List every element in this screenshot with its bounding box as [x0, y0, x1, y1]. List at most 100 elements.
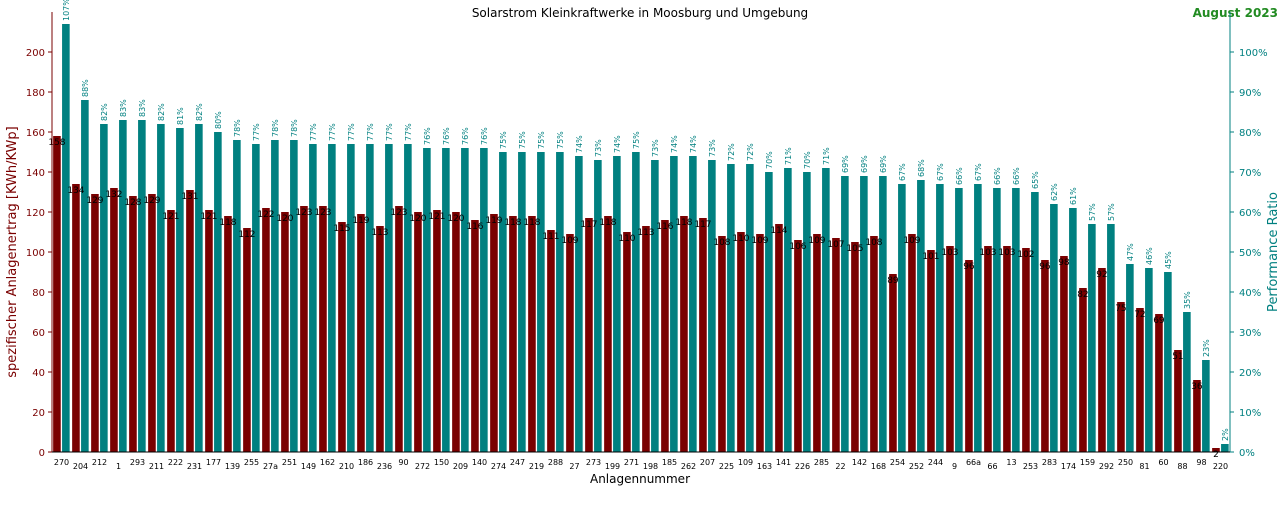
y-tick-label: 200: [26, 48, 45, 59]
ratio-bar: [1069, 208, 1077, 452]
yield-data-label: 112: [238, 230, 255, 240]
ratio-bar: [404, 144, 412, 452]
yield-data-label: 106: [789, 242, 806, 252]
ratio-bar: [138, 120, 146, 452]
yield-data-label: 89: [887, 276, 899, 286]
x-tick-label: 150: [434, 458, 449, 467]
yield-data-label: 113: [371, 228, 388, 238]
ratio-bar: [233, 140, 241, 452]
ratio-data-label: 70%: [765, 151, 774, 169]
yield-bar: [680, 216, 688, 452]
yield-data-label: 69: [1153, 316, 1165, 326]
ratio-data-label: 67%: [936, 163, 945, 181]
ratio-data-label: 47%: [1126, 243, 1135, 261]
yield-bar: [300, 206, 308, 452]
x-tick-label: 210: [339, 462, 354, 471]
ratio-data-label: 74%: [613, 135, 622, 153]
yield-bar: [167, 210, 175, 452]
ratio-data-label: 74%: [670, 135, 679, 153]
x-tick-label: 139: [225, 462, 240, 471]
yield-data-label: 118: [219, 218, 236, 228]
yield-data-label: 108: [865, 238, 882, 248]
yield-bar: [414, 212, 422, 452]
ratio-data-label: 74%: [575, 135, 584, 153]
yield-data-label: 129: [86, 196, 103, 206]
yield-data-label: 109: [903, 236, 920, 246]
x-tick-label: 288: [548, 458, 563, 467]
yield-data-label: 110: [618, 234, 635, 244]
x-tick-label: 149: [301, 462, 316, 471]
ratio-bar: [936, 184, 944, 452]
y-tick-label: 20: [32, 408, 45, 419]
yield-bar: [547, 230, 555, 452]
ratio-bar: [100, 124, 108, 452]
yield-bar: [129, 196, 137, 452]
ratio-data-label: 74%: [689, 135, 698, 153]
yield-data-label: 121: [200, 212, 217, 222]
ratio-bar: [803, 172, 811, 452]
yield-data-label: 121: [162, 212, 179, 222]
yield-bar: [471, 220, 479, 452]
x-tick-label: 219: [529, 462, 544, 471]
x-tick-label: 168: [871, 462, 886, 471]
yield-bar: [623, 232, 631, 452]
ratio-bar: [917, 180, 925, 452]
ratio-data-label: 83%: [138, 99, 147, 117]
ratio-data-label: 83%: [119, 99, 128, 117]
yield-data-label: 102: [1017, 250, 1034, 260]
ratio-bar: [746, 164, 754, 452]
ratio-bar: [651, 160, 659, 452]
y-tick-label: 180: [26, 88, 45, 99]
x-tick-label: 220: [1213, 462, 1228, 471]
ratio-data-label: 88%: [81, 79, 90, 97]
ratio-data-label: 75%: [537, 131, 546, 149]
period-label: August 2023: [1193, 6, 1278, 20]
yield-bar: [338, 222, 346, 452]
yield-data-label: 103: [979, 248, 996, 258]
ratio-data-label: 77%: [404, 123, 413, 141]
x-tick-label: 222: [168, 458, 183, 467]
ratio-bar: [955, 188, 963, 452]
yield-bar: [243, 228, 251, 452]
ratio-data-label: 77%: [347, 123, 356, 141]
yield-bar: [794, 240, 802, 452]
y-tick-label: 0: [39, 448, 45, 459]
x-tick-label: 293: [130, 458, 145, 467]
ratio-bar: [537, 152, 545, 452]
ratio-bar: [670, 156, 678, 452]
ratio-bar: [822, 168, 830, 452]
ratio-bar: [898, 184, 906, 452]
yield-data-label: 118: [599, 218, 616, 228]
yield-data-label: 118: [523, 218, 540, 228]
yield-data-label: 121: [428, 212, 445, 222]
yield-data-label: 98: [1058, 258, 1070, 268]
yield-data-label: 92: [1096, 270, 1107, 280]
yield-bar: [72, 184, 80, 452]
ratio-data-label: 69%: [841, 155, 850, 173]
x-tick-label: 226: [795, 462, 810, 471]
yield-bar: [946, 246, 954, 452]
yield-bar: [281, 212, 289, 452]
yield-bar: [813, 234, 821, 452]
x-tick-label: 251: [282, 458, 297, 467]
x-tick-label: 252: [909, 462, 924, 471]
x-tick-label: 270: [54, 458, 69, 467]
yield-bar: [737, 232, 745, 452]
x-tick-label: 272: [415, 462, 430, 471]
ratio-data-label: 77%: [252, 123, 261, 141]
x-tick-label: 177: [206, 458, 221, 467]
yield-data-label: 114: [770, 226, 787, 236]
x-tick-label: 90: [398, 458, 408, 467]
ratio-data-label: 76%: [480, 127, 489, 145]
ratio-bar: [195, 124, 203, 452]
yield-data-label: 119: [352, 216, 369, 226]
x-tick-label: 60: [1158, 458, 1168, 467]
ratio-bar: [176, 128, 184, 452]
ratio-bar: [1088, 224, 1096, 452]
yield-data-label: 105: [846, 244, 863, 254]
ratio-bar: [974, 184, 982, 452]
yield-data-label: 116: [656, 222, 673, 232]
ratio-bar: [765, 172, 773, 452]
x-tick-label: 211: [149, 462, 164, 471]
ratio-data-label: 71%: [784, 147, 793, 165]
